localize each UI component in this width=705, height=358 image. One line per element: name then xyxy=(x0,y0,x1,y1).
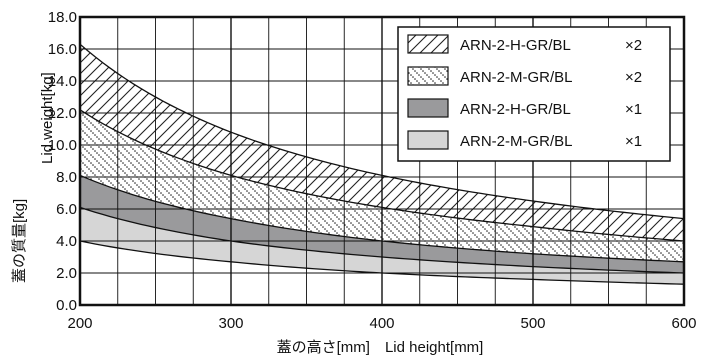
legend: ARN-2-H-GR/BL ×2 ARN-2-M-GR/BL ×2 ARN-2-H-GR… xyxy=(397,26,671,162)
x-tick-label: 200 xyxy=(67,315,92,332)
band-4-upper-line xyxy=(80,206,684,274)
band-boundaries xyxy=(80,43,684,285)
legend-multiplier: ×2 xyxy=(625,37,642,54)
x-tick-label: 600 xyxy=(671,315,696,332)
legend-multiplier: ×1 xyxy=(625,101,642,118)
legend-multiplier: ×1 xyxy=(625,133,642,150)
y-tick-label: 2.0 xyxy=(56,265,77,282)
x-tick-labels: 200 300 400 500 600 xyxy=(67,315,696,332)
y-tick-label: 12.0 xyxy=(48,105,77,122)
y-axis-title-jp: 蓋の質量[kg] xyxy=(10,199,28,283)
legend-label: ARN-2-M-GR/BL xyxy=(460,69,573,86)
x-tick-label: 500 xyxy=(520,315,545,332)
y-tick-label: 0.0 xyxy=(56,297,77,314)
y-tick-label: 16.0 xyxy=(48,41,77,58)
y-tick-label: 14.0 xyxy=(48,73,77,90)
band-4-lower-line xyxy=(80,240,684,285)
band-1-upper-line xyxy=(80,43,684,220)
legend-swatch xyxy=(407,98,449,118)
legend-multiplier: ×2 xyxy=(625,69,642,86)
legend-label: ARN-2-H-GR/BL xyxy=(460,37,571,54)
y-tick-label: 4.0 xyxy=(56,233,77,250)
plot-frame xyxy=(78,15,686,307)
legend-swatch xyxy=(407,130,449,150)
x-tick-label: 300 xyxy=(218,315,243,332)
plot-border xyxy=(78,15,686,307)
legend-label: ARN-2-H-GR/BL xyxy=(460,101,571,118)
legend-swatch xyxy=(407,66,449,86)
band-2-upper-line xyxy=(80,109,684,242)
legend-swatch xyxy=(407,34,449,54)
band-3-upper-line xyxy=(80,174,684,263)
y-tick-label: 18.0 xyxy=(48,9,77,26)
y-tick-labels: 0.0 2.0 4.0 6.0 8.0 10.0 12.0 14.0 16.0 18.0 xyxy=(48,9,77,314)
x-axis-title: 蓋の高さ[mm] Lid height[mm] xyxy=(277,339,484,356)
y-tick-label: 6.0 xyxy=(56,201,77,218)
y-axis-title-en: Lid weight[kg] xyxy=(39,72,56,164)
legend-label: ARN-2-M-GR/BL xyxy=(460,133,573,150)
y-tick-label: 8.0 xyxy=(56,169,77,186)
y-tick-label: 10.0 xyxy=(48,137,77,154)
x-tick-label: 400 xyxy=(369,315,394,332)
